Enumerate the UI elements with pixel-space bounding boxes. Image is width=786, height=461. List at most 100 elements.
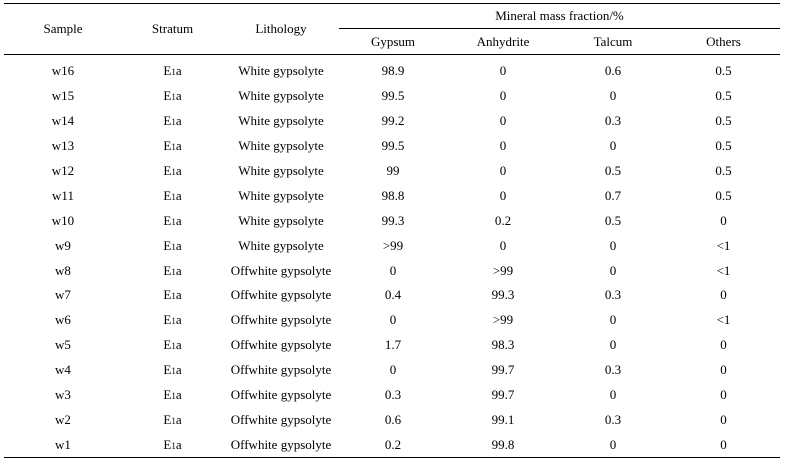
cell-gypsum: 98.8	[381, 187, 405, 203]
cell-anhydrite: 99.1	[491, 411, 515, 427]
stratum-suffix: a	[175, 212, 182, 228]
stratum-suffix: a	[175, 138, 182, 154]
table-row: w2 E1a Offwhite gypsolyte 0.6 99.1 0.3 0	[4, 407, 780, 432]
cell-stratum: E1a	[122, 407, 223, 432]
stratum-subscript: 1	[171, 440, 176, 451]
stratum-base: E	[163, 163, 172, 178]
cell-lithology: White gypsolyte	[238, 113, 324, 129]
table-row: w12 E1a White gypsolyte 99 0 0.5 0.5	[4, 159, 780, 184]
table-row: w14 E1a White gypsolyte 99.2 0 0.3 0.5	[4, 109, 780, 134]
cell-talcum: 0.7	[604, 187, 622, 203]
cell-gypsum: 0.3	[384, 387, 402, 403]
table-row: w3 E1a Offwhite gypsolyte 0.3 99.7 0 0	[4, 383, 780, 408]
stratum-subscript: 1	[171, 191, 176, 202]
stratum-suffix: a	[175, 362, 182, 378]
cell-others: 0.5	[715, 187, 732, 203]
cell-stratum: E1a	[122, 258, 223, 283]
stratum-suffix: a	[175, 163, 182, 178]
stratum-subscript: 1	[171, 391, 176, 402]
table-body: w16 E1a White gypsolyte 98.9 0 0.6 0.5 w15 E1a Wh…	[4, 55, 781, 459]
cell-gypsum: 99.2	[381, 113, 405, 129]
header-stratum: Stratum	[122, 3, 223, 55]
stratum-subscript: 1	[171, 241, 176, 252]
cell-lithology: White gypsolyte	[238, 187, 324, 203]
cell-talcum: 0.3	[604, 113, 622, 129]
cell-anhydrite: 0	[499, 187, 507, 203]
cell-lithology: White gypsolyte	[238, 138, 324, 154]
cell-sample: w8	[55, 262, 71, 278]
cell-gypsum: 98.9	[381, 63, 405, 79]
cell-talcum: 0.6	[604, 63, 622, 79]
cell-gypsum: 0	[389, 312, 397, 328]
cell-anhydrite: 99.8	[447, 432, 559, 459]
stratum-suffix: a	[175, 287, 182, 303]
cell-sample: w9	[55, 237, 71, 253]
stratum-subscript: 1	[171, 92, 176, 103]
cell-sample: w15	[51, 88, 75, 104]
stratum-suffix: a	[175, 262, 182, 278]
cell-stratum: E1a	[122, 55, 223, 84]
cell-talcum: 0	[609, 262, 617, 278]
stratum-suffix: a	[175, 237, 182, 253]
cell-lithology: Offwhite gypsolyte	[230, 312, 332, 328]
cell-stratum: E1a	[122, 84, 223, 109]
stratum-suffix: a	[175, 312, 182, 328]
stratum-subscript: 1	[171, 291, 176, 302]
cell-lithology: Offwhite gypsolyte	[230, 262, 332, 278]
cell-talcum: 0	[609, 88, 617, 104]
cell-talcum: 0	[559, 432, 667, 459]
cell-sample: w16	[51, 63, 75, 79]
stratum-base: E	[163, 287, 172, 303]
cell-gypsum: 0.2	[339, 432, 447, 459]
stratum-suffix: a	[175, 187, 182, 203]
cell-others: 0	[720, 411, 727, 427]
cell-talcum: 0.5	[604, 163, 622, 178]
cell-talcum: 0	[609, 138, 617, 154]
table-row: w11 E1a White gypsolyte 98.8 0 0.7 0.5	[4, 183, 780, 208]
cell-anhydrite: 99.3	[491, 287, 515, 303]
cell-lithology: White gypsolyte	[238, 163, 324, 178]
stratum-base: E	[163, 138, 172, 154]
cell-others: 0.5	[715, 88, 732, 104]
stratum-suffix: a	[175, 337, 182, 353]
cell-sample: w6	[55, 312, 71, 328]
cell-lithology: White gypsolyte	[238, 237, 324, 253]
stratum-subscript: 1	[171, 266, 176, 277]
cell-others: 0	[720, 287, 727, 303]
cell-talcum: 0	[609, 337, 617, 353]
stratum-subscript: 1	[171, 67, 176, 78]
stratum-base: E	[163, 113, 172, 129]
cell-sample: w3	[55, 387, 71, 403]
cell-lithology: Offwhite gypsolyte	[230, 362, 332, 378]
stratum-base: E	[163, 436, 172, 452]
stratum-base: E	[163, 262, 172, 278]
table-row: w4 E1a Offwhite gypsolyte 0 99.7 0.3 0	[4, 358, 780, 383]
cell-lithology: Offwhite gypsolyte	[230, 387, 332, 403]
stratum-base: E	[163, 88, 172, 104]
stratum-subscript: 1	[171, 117, 176, 128]
stratum-subscript: 1	[171, 341, 176, 352]
cell-gypsum: 99.5	[381, 138, 405, 154]
cell-gypsum: 99.5	[381, 88, 405, 104]
cell-others: 0	[720, 337, 727, 353]
cell-talcum: 0	[609, 237, 617, 253]
cell-anhydrite: 0	[499, 113, 507, 129]
cell-others: <1	[716, 237, 731, 253]
cell-lithology: White gypsolyte	[238, 88, 324, 104]
cell-sample: w1	[4, 432, 122, 459]
cell-talcum: 0.3	[604, 411, 622, 427]
cell-lithology: White gypsolyte	[238, 63, 324, 79]
cell-sample: w2	[55, 411, 71, 427]
cell-stratum: E1a	[122, 358, 223, 383]
cell-anhydrite: >99	[492, 312, 514, 328]
table-row: w9 E1a White gypsolyte >99 0 0 <1	[4, 233, 780, 258]
stratum-subscript: 1	[171, 216, 176, 227]
cell-stratum: E1a	[122, 233, 223, 258]
cell-anhydrite: >99	[492, 262, 514, 278]
cell-stratum: E1a	[122, 159, 223, 184]
stratum-suffix: a	[175, 113, 182, 129]
table-row: w7 E1a Offwhite gypsolyte 0.4 99.3 0.3 0	[4, 283, 780, 308]
mineral-table: Sample Stratum Lithology Mineral mass fr…	[4, 3, 781, 459]
stratum-base: E	[163, 362, 172, 378]
stratum-subscript: 1	[171, 167, 176, 177]
